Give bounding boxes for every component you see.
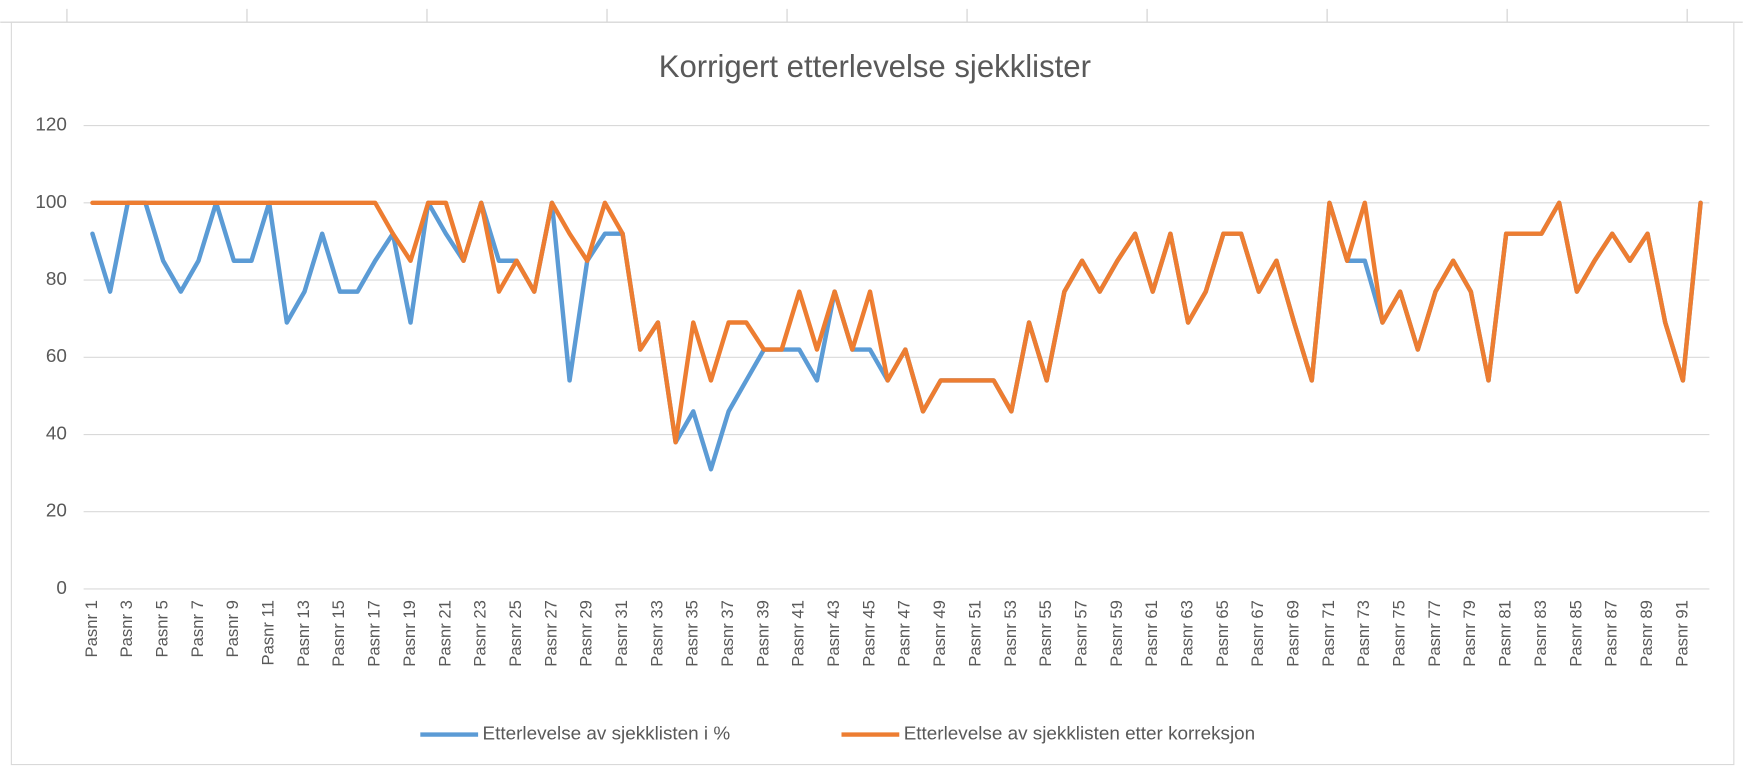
y-tick-label: 0 [56,578,67,599]
series-line [90,200,1703,445]
x-tick-label: Pasnr 55 [1036,600,1055,667]
x-tick-label: Pasnr 65 [1213,600,1232,667]
x-tick-label: Pasnr 79 [1460,600,1479,667]
x-tick-label: Pasnr 9 [223,600,242,657]
x-tick-label: Pasnr 81 [1496,600,1515,667]
x-tick-label: Pasnr 11 [259,600,278,665]
x-tick-label: Pasnr 85 [1566,600,1585,667]
x-tick-label: Pasnr 47 [895,600,914,667]
x-tick-label: Pasnr 63 [1177,600,1196,667]
x-tick-label: Pasnr 35 [683,600,702,667]
x-tick-label: Pasnr 87 [1602,600,1621,667]
x-tick-label: Pasnr 59 [1107,600,1126,667]
x-tick-label: Pasnr 31 [612,600,631,667]
legend-label: Etterlevelse av sjekklisten i % [483,724,731,745]
y-tick-label: 20 [46,501,67,522]
x-tick-label: Pasnr 17 [365,600,384,667]
x-tick-label: Pasnr 91 [1672,600,1691,667]
x-tick-label: Pasnr 1 [82,600,101,657]
x-tick-label: Pasnr 57 [1071,600,1090,667]
x-tick-label: Pasnr 19 [400,600,419,667]
x-tick-label: Pasnr 23 [471,600,490,667]
chart-title: Korrigert etterlevelse sjekklister [659,49,1091,84]
y-tick-label: 60 [46,346,67,367]
x-tick-label: Pasnr 3 [117,600,136,657]
x-tick-label: Pasnr 53 [1001,600,1020,667]
x-tick-label: Pasnr 49 [930,600,949,667]
x-tick-label: Pasnr 77 [1425,600,1444,667]
x-tick-label: Pasnr 21 [435,600,454,667]
x-tick-label: Pasnr 27 [541,600,560,667]
x-tick-label: Pasnr 69 [1284,600,1303,667]
x-tick-label: Pasnr 67 [1248,600,1267,667]
y-tick-label: 80 [46,269,67,290]
y-tick-label: 120 [35,115,67,136]
x-tick-label: Pasnr 73 [1354,600,1373,667]
x-tick-label: Pasnr 83 [1531,600,1550,667]
x-tick-label: Pasnr 7 [188,600,207,657]
x-tick-label: Pasnr 75 [1390,600,1409,667]
x-tick-label: Pasnr 39 [753,600,772,667]
x-tick-label: Pasnr 71 [1319,600,1338,667]
x-tick-label: Pasnr 13 [294,600,313,667]
x-tick-label: Pasnr 29 [577,600,596,667]
x-tick-label: Pasnr 25 [506,600,525,667]
x-tick-label: Pasnr 5 [153,600,172,657]
x-tick-label: Pasnr 61 [1142,600,1161,667]
x-tick-label: Pasnr 15 [329,600,348,667]
x-tick-label: Pasnr 51 [965,600,984,667]
x-tick-label: Pasnr 33 [647,600,666,667]
x-tick-label: Pasnr 41 [789,600,808,667]
chart-border [10,21,1735,766]
x-tick-label: Pasnr 45 [859,600,878,667]
y-tick-label: 40 [46,423,67,444]
legend-label: Etterlevelse av sjekklisten etter korrek… [904,724,1255,745]
x-tick-label: Pasnr 37 [718,600,737,667]
y-tick-label: 100 [35,192,67,213]
x-tick-label: Pasnr 89 [1637,600,1656,667]
x-tick-label: Pasnr 43 [824,600,843,667]
